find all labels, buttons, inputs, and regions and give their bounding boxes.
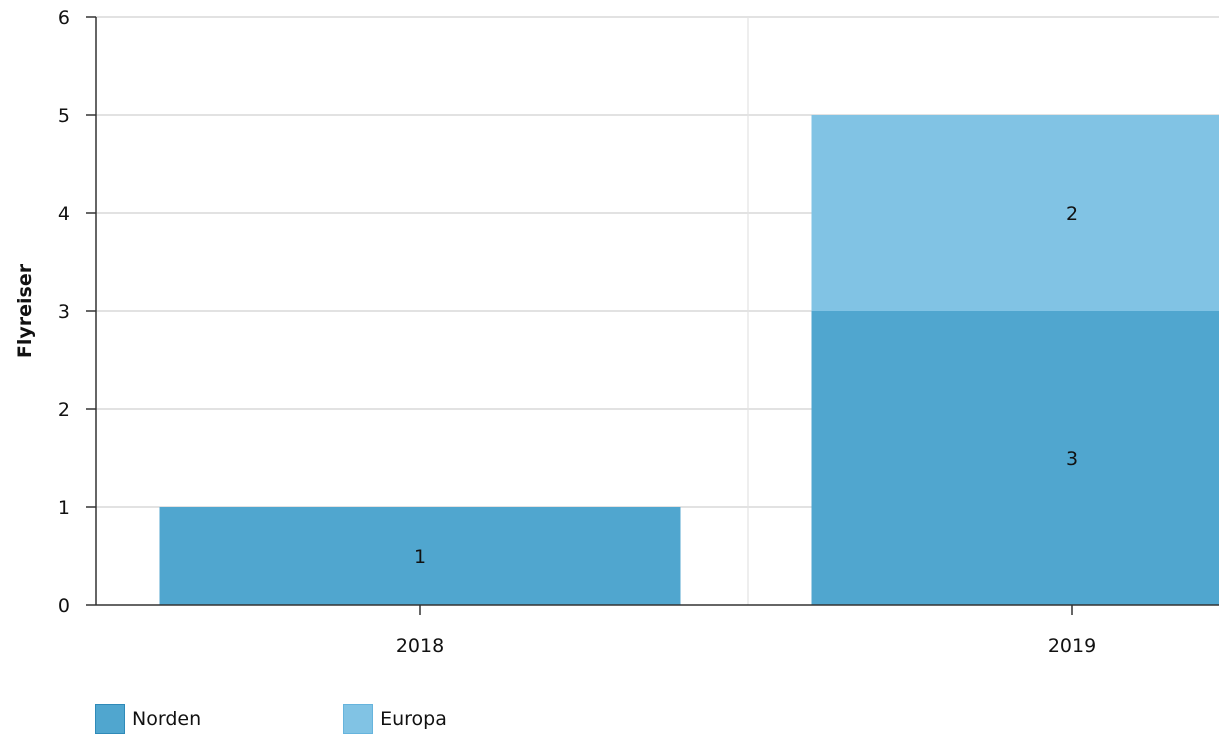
data-label: 1 <box>414 546 426 568</box>
y-axis-label: Flyreiser <box>14 263 36 358</box>
legend-swatch-europa <box>343 704 374 734</box>
x-tick-label: 2018 <box>396 635 444 657</box>
legend-item-europa[interactable]: Europa <box>343 704 447 734</box>
y-tick-label: 2 <box>58 399 70 421</box>
legend-item-norden[interactable]: Norden <box>95 704 201 734</box>
y-tick-label: 0 <box>58 595 70 617</box>
legend-label-norden: Norden <box>132 708 202 730</box>
legend-swatch-norden <box>95 704 125 734</box>
x-tick-label: 2019 <box>1048 635 1096 657</box>
data-label: 3 <box>1066 448 1078 470</box>
y-tick-label: 3 <box>58 301 70 323</box>
bar-norden-2018 <box>159 507 681 605</box>
bars <box>159 115 1219 605</box>
y-tick-label: 5 <box>58 105 70 127</box>
bar-europa-2019 <box>811 115 1219 311</box>
y-tick-label: 1 <box>58 497 70 519</box>
data-label: 2 <box>1066 203 1078 225</box>
legend-label-europa: Europa <box>380 708 447 730</box>
data-labels: 1 3 2 <box>414 203 1078 568</box>
chart: 1 3 2 0 1 2 3 4 5 6 2018 2019 Flyreiser <box>14 7 1219 657</box>
bar-norden-2019 <box>811 311 1219 605</box>
axes: 0 1 2 3 4 5 6 2018 2019 <box>58 7 1219 657</box>
y-tick-label: 6 <box>58 7 70 29</box>
y-tick-label: 4 <box>58 203 70 225</box>
legend: Norden Europa <box>95 703 447 735</box>
